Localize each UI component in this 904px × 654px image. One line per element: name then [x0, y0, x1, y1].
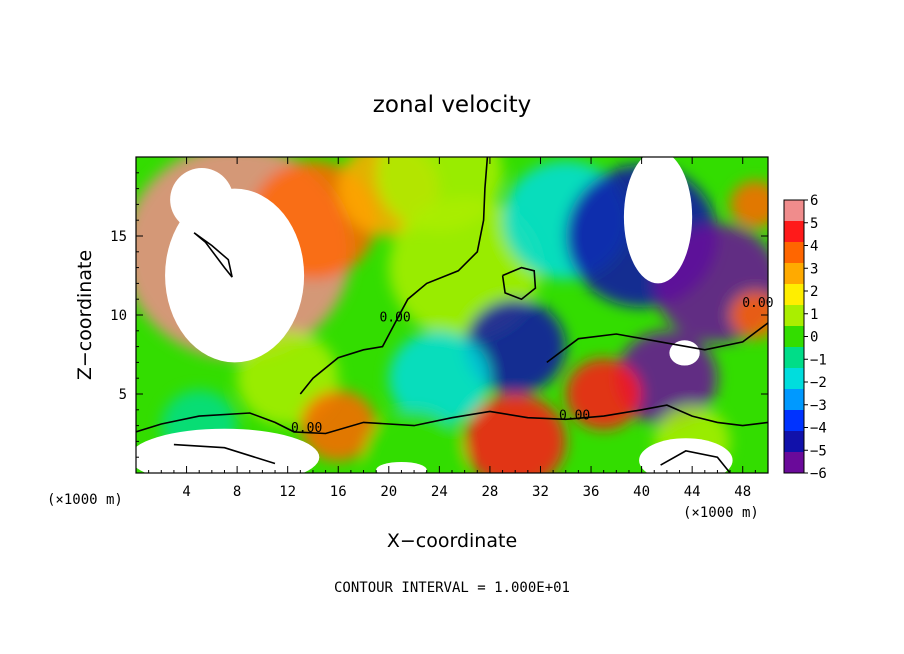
field-blob: [464, 394, 566, 473]
contour-label: 0.00: [291, 421, 322, 436]
colorbar-swatch: [784, 410, 804, 432]
zero-contour-line: [193, 232, 233, 278]
contour-interval-note: CONTOUR INTERVAL = 1.000E+01: [334, 580, 570, 596]
colorbar-tick-label: −1: [810, 352, 827, 368]
colorbar-tick-label: −6: [810, 466, 827, 482]
zero-contour-line: [173, 443, 276, 465]
x-tick-label: 32: [532, 484, 549, 500]
x-unit-right: (×1000 m): [683, 505, 759, 521]
x-tick-label: 16: [330, 484, 347, 500]
colorbar-swatch: [784, 389, 804, 411]
field-blob: [363, 409, 465, 473]
x-tick-label: 36: [583, 484, 600, 500]
colorbar-tick-label: 5: [810, 216, 818, 232]
chart-title: zonal velocity: [373, 92, 531, 118]
masked-region: [170, 168, 234, 232]
colorbar-swatch: [784, 242, 804, 264]
colorbar-tick-label: 6: [810, 193, 818, 209]
contour-label: 0.00: [559, 408, 590, 423]
colorbar-tick-label: 4: [810, 239, 818, 255]
colorbar-tick-label: 1: [810, 307, 818, 323]
x-tick-label: 4: [182, 484, 190, 500]
x-tick-label: 12: [279, 484, 296, 500]
colorbar: 6 5 4 3 2 1 0 −1 −2 −3 −4 −5 −6: [783, 193, 827, 482]
field-blob: [565, 358, 642, 430]
colorbar-swatch: [784, 305, 804, 327]
colorbar-swatch: [784, 221, 804, 243]
colorbar-swatch: [784, 368, 804, 390]
colorbar-tick-label: 3: [810, 261, 818, 277]
y-tick-label: 5: [119, 387, 127, 403]
zero-contour-line: [299, 157, 489, 395]
colorbar-tick-label: 2: [810, 284, 818, 300]
field-blob: [730, 180, 768, 229]
y-tick-label: 15: [110, 229, 127, 245]
zero-contours: [136, 157, 768, 473]
masked-region: [136, 428, 320, 473]
colorbar-swatch: [784, 347, 804, 369]
y-axis-ticks: 5 10 15: [110, 172, 768, 458]
masked-region: [639, 438, 733, 473]
masked-region: [669, 340, 700, 366]
y-axis-title: Z−coordinate: [74, 250, 96, 380]
x-tick-label: 40: [633, 484, 650, 500]
x-tick-label: 8: [233, 484, 241, 500]
contour-labels: 0.00 0.00 0.00 0.00: [291, 296, 774, 436]
colorbar-swatch: [784, 326, 804, 348]
x-tick-label: 48: [734, 484, 751, 500]
zero-contour-line: [501, 266, 537, 301]
contour-label: 0.00: [379, 310, 410, 325]
zero-contour-line: [136, 404, 768, 435]
field-blob: [730, 291, 768, 339]
x-tick-label: 24: [431, 484, 448, 500]
contour-label: 0.00: [742, 296, 773, 311]
colorbar-swatch: [784, 263, 804, 285]
colorbar-swatch: [784, 452, 804, 474]
x-axis-ticks: 4 8 12 16 20 24 28 32 36 40 44 48: [148, 157, 756, 500]
masked-region: [376, 461, 427, 473]
colorbar-swatch: [784, 200, 804, 222]
colorbar-tick-label: −2: [810, 375, 827, 391]
masked-region: [165, 188, 305, 363]
field-blob: [300, 390, 377, 462]
zero-contour-line: [660, 450, 731, 473]
colorbar-swatch: [784, 284, 804, 306]
x-tick-label: 44: [684, 484, 701, 500]
colorbar-tick-label: −3: [810, 398, 827, 414]
colorbar-swatch: [784, 431, 804, 453]
colorbar-tick-label: −5: [810, 443, 827, 459]
zero-contour-line: [546, 322, 768, 364]
colorbar-tick-label: −4: [810, 421, 827, 437]
x-tick-label: 28: [481, 484, 498, 500]
masked-regions: [136, 157, 733, 473]
x-tick-label: 20: [380, 484, 397, 500]
plot-area: [136, 157, 768, 473]
x-axis-title: X−coordinate: [387, 530, 517, 552]
masked-region: [623, 157, 693, 284]
field-blob: [464, 299, 566, 394]
field-blob: [388, 330, 490, 426]
x-unit-left: (×1000 m): [47, 492, 123, 508]
colorbar-tick-label: 0: [810, 330, 818, 346]
y-tick-label: 10: [110, 308, 127, 324]
